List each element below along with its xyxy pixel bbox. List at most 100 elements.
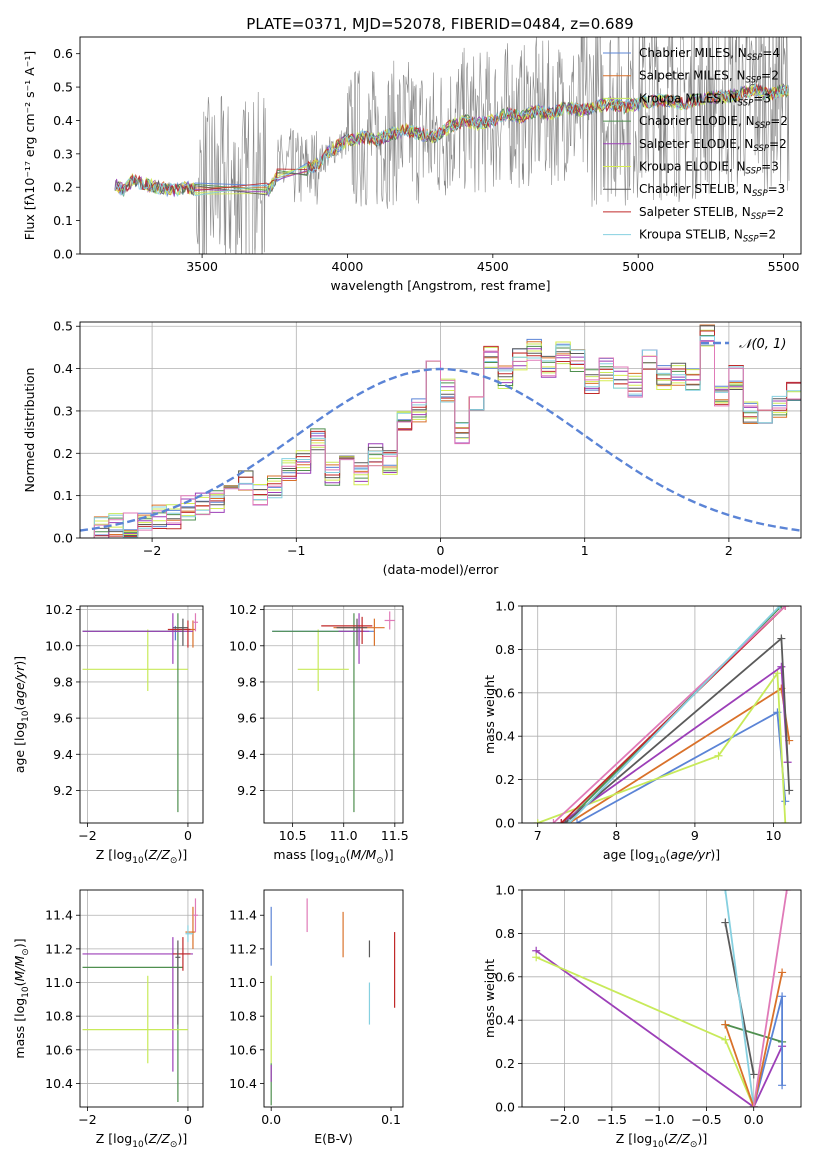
y-tick-label: 10.2	[229, 602, 257, 617]
scatter-plot-area	[82, 613, 198, 813]
y-tick-label: 9.2	[53, 783, 73, 798]
y-tick-label: 0.5	[53, 319, 73, 334]
chart-spectrum: 3500 4000 4500 5000 5500 0.0 0.1 0.2 0.3 0.4 0.5 0.…	[22, 36, 802, 293]
histogram-step	[80, 330, 801, 538]
legend-sub: SSP	[751, 212, 767, 222]
y-axis-label: Flux [fλ10⁻¹⁷ erg cm⁻² s⁻¹ A⁻¹]	[22, 51, 37, 240]
x-axis-label: (data-model)/error	[383, 562, 500, 577]
weight-line	[560, 665, 789, 823]
legend-label: Salpeter MILES, NSSP=2	[639, 69, 779, 86]
x-tick-label: 0	[184, 1112, 192, 1127]
plus-marker	[778, 1081, 787, 1090]
label-part: ⊙	[690, 1140, 698, 1150]
legend-sub: SSP	[746, 167, 762, 177]
axes-frame	[79, 605, 204, 824]
plus-marker	[721, 1020, 730, 1029]
y-tick-label: 0.0	[53, 247, 73, 262]
legend-text: Salpeter STELIB, N	[639, 205, 751, 219]
plus-marker	[777, 662, 786, 671]
label-part: )]	[384, 847, 394, 862]
label-part: )]	[177, 1131, 187, 1146]
plus-marker	[549, 819, 558, 823]
x-tick-label: 11.5	[381, 828, 409, 843]
legend-label: Kroupa MILES, NSSP=3	[639, 91, 771, 108]
x-tick-label: −2	[78, 828, 96, 843]
figure-title: PLATE=0371, MJD=52078, FIBERID=0484, z=0…	[246, 15, 633, 33]
y-tick-label: 10.4	[229, 1076, 257, 1091]
y-tick-label: 10.0	[229, 638, 257, 653]
x-axis-label: Z [log10(Z/Z⊙)]	[616, 1131, 707, 1150]
x-tick-label: 1	[581, 543, 589, 558]
y-tick-label: 0.0	[53, 531, 73, 546]
x-tick-label: 3500	[186, 259, 218, 274]
legend-text: Kroupa MILES, N	[639, 91, 738, 105]
y-tick-label: 0.2	[495, 1056, 515, 1071]
x-tick-label: 9	[691, 828, 699, 843]
y-tick-label: 11.4	[45, 908, 73, 923]
y-axis-label: mass [log10(M/M⊙)]	[12, 938, 31, 1058]
label-part: 10	[21, 986, 31, 998]
legend-suffix: =2	[759, 228, 777, 242]
legend-suffix: =3	[768, 182, 786, 196]
legend-suffix: =3	[761, 160, 779, 174]
weight-line	[564, 636, 791, 823]
x-tick-label: −1	[287, 543, 305, 558]
y-tick-label: 10.6	[45, 1042, 73, 1057]
weight-line	[535, 950, 783, 1107]
histogram-step	[80, 338, 801, 538]
x-tick-label: −1.0	[644, 1112, 674, 1127]
y-tick-label: 0.1	[53, 488, 73, 503]
legend-label: 𝒩(0, 1)	[739, 337, 786, 352]
y-tick-label: 1.0	[495, 599, 515, 614]
y-tick-label: 0.2	[53, 446, 73, 461]
label-part: 10	[132, 1140, 144, 1150]
chart-age-vs-Z: −2 09.29.49.69.810.010.2Z [log10(Z/Z⊙)]ag…	[12, 602, 204, 866]
weight-line	[568, 606, 781, 823]
label-part: )]	[697, 1131, 707, 1146]
legend-text: Chabrier ELODIE, N	[639, 114, 755, 128]
weight-line	[725, 1023, 783, 1043]
gaussian-curve	[80, 367, 801, 532]
plus-marker	[749, 1103, 758, 1107]
legend-sub: SSP	[755, 121, 771, 131]
legend-suffix: =2	[761, 69, 779, 83]
label-part: age [log	[603, 847, 654, 862]
y-tick-label: 10.6	[229, 1042, 257, 1057]
label-part: Z/Z	[148, 1131, 171, 1146]
y-tick-label: 0.3	[53, 146, 73, 161]
x-tick-label: 0	[437, 543, 445, 558]
weight-line	[576, 710, 787, 823]
y-tick-label: 10.8	[229, 1009, 257, 1024]
axes-frame	[263, 605, 404, 824]
plus-marker	[573, 819, 582, 823]
x-tick-label: 4500	[477, 259, 509, 274]
x-tick-label: 8	[612, 828, 620, 843]
y-tick-label: 10.0	[45, 638, 73, 653]
label-part: M/M	[351, 847, 377, 862]
plus-marker	[721, 918, 730, 927]
x-tick-label: 0	[184, 828, 192, 843]
legend-suffix: =2	[766, 205, 784, 219]
label-part: 10	[654, 856, 666, 866]
legend-label: Salpeter STELIB, NSSP=2	[639, 205, 784, 222]
model-line	[114, 83, 789, 195]
label-part: Z [log	[96, 1131, 132, 1146]
legend-sub: SSP	[743, 235, 759, 245]
y-axis-label: mass weight	[482, 675, 497, 754]
label-part: age/yr	[670, 847, 711, 862]
data-spectrum	[114, 37, 790, 254]
legend-text: Chabrier STELIB, N	[639, 182, 752, 196]
y-tick-label: 9.4	[237, 747, 257, 762]
histogram-step	[80, 341, 801, 538]
legend-sub: SSP	[752, 189, 768, 199]
y-tick-label: 0.2	[53, 180, 73, 195]
y-tick-label: 9.2	[237, 783, 257, 798]
x-tick-label: 10.5	[279, 828, 307, 843]
model-line	[114, 83, 789, 197]
histogram-step	[80, 325, 801, 538]
label-part: ⊙	[170, 856, 178, 866]
x-tick-label: 2	[725, 543, 733, 558]
label-part: 10	[652, 1140, 664, 1150]
legend-text: Salpeter MILES, N	[639, 69, 746, 83]
